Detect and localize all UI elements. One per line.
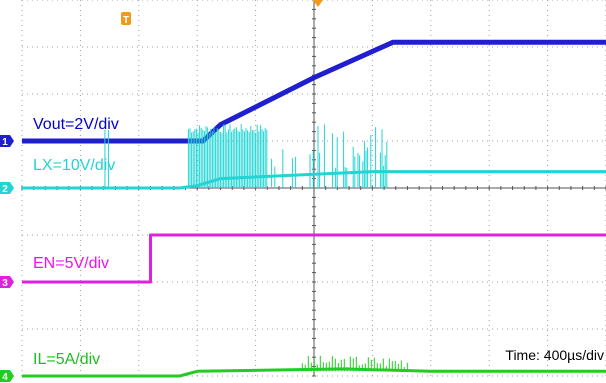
channel-marker-ch1: 1 [0, 135, 14, 148]
channel-marker-shape [0, 276, 14, 288]
time-scale-label: Time: 400µs/div [505, 347, 604, 363]
channel-label-ch1: Vout=2V/div [33, 116, 119, 133]
trace-ch4 [22, 367, 606, 378]
channel-marker-shape [0, 135, 14, 147]
channel-marker-shape [0, 370, 14, 382]
trace-ch3 [22, 233, 606, 284]
channel-marker-ch4: 4 [0, 370, 14, 383]
channel-marker-number: 2 [2, 184, 8, 195]
channel-marker-ch2: 2 [0, 182, 14, 195]
channel-label-ch2: LX=10V/div [33, 157, 115, 174]
trigger-marker-label: T [123, 15, 129, 26]
trigger-marker-box [121, 12, 131, 25]
channel-marker-ch3: 3 [0, 276, 14, 289]
channel-label-ch3: EN=5V/div [33, 255, 109, 272]
channel-marker-number: 3 [2, 278, 8, 289]
channel-marker-number: 1 [2, 137, 8, 148]
channel-marker-number: 4 [2, 372, 8, 383]
trigger-position-marker [313, 0, 323, 7]
channel-label-ch4: IL=5A/div [33, 351, 100, 368]
channel-markers: 1 2 3 4 [0, 135, 14, 383]
trigger-marker: T [121, 12, 131, 26]
channel-labels: Vout=2V/div LX=10V/div EN=5V/div IL=5A/div [33, 116, 119, 368]
traces [22, 39, 606, 378]
channel-marker-shape [0, 182, 14, 194]
